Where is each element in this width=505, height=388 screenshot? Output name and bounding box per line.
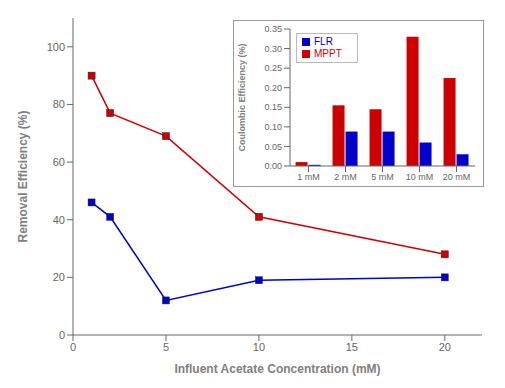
svg-text:0.35: 0.35 (264, 24, 282, 34)
svg-text:10: 10 (253, 341, 265, 353)
svg-text:5 mM: 5 mM (371, 172, 394, 182)
svg-text:2 mM: 2 mM (334, 172, 357, 182)
svg-text:10 mM: 10 mM (406, 172, 434, 182)
svg-text:20: 20 (439, 341, 451, 353)
svg-text:0.05: 0.05 (264, 142, 282, 152)
svg-text:0.25: 0.25 (264, 63, 282, 73)
svg-text:Coulombic Efficiency (%): Coulombic Efficiency (%) (237, 43, 247, 151)
svg-text:0: 0 (70, 341, 76, 353)
svg-text:100: 100 (47, 41, 65, 53)
svg-text:60: 60 (53, 156, 65, 168)
svg-text:1 mM: 1 mM (297, 172, 320, 182)
svg-text:0: 0 (59, 329, 65, 341)
svg-text:0.15: 0.15 (264, 102, 282, 112)
svg-text:0.00: 0.00 (264, 161, 282, 171)
svg-text:0.30: 0.30 (264, 44, 282, 54)
svg-text:40: 40 (53, 214, 65, 226)
svg-text:15: 15 (346, 341, 358, 353)
svg-text:0.10: 0.10 (264, 122, 282, 132)
svg-text:0.20: 0.20 (264, 83, 282, 93)
html-text:FLR: FLR (314, 36, 333, 47)
svg-text:Influent Acetate Concentration: Influent Acetate Concentration (mM) (174, 362, 380, 376)
svg-text:20 mM: 20 mM (443, 172, 471, 182)
svg-text:Removal Efficiency (%): Removal Efficiency (%) (16, 110, 30, 242)
html-text:MPPT: MPPT (314, 48, 342, 59)
svg-text:20: 20 (53, 271, 65, 283)
svg-text:5: 5 (163, 341, 169, 353)
svg-text:80: 80 (53, 98, 65, 110)
